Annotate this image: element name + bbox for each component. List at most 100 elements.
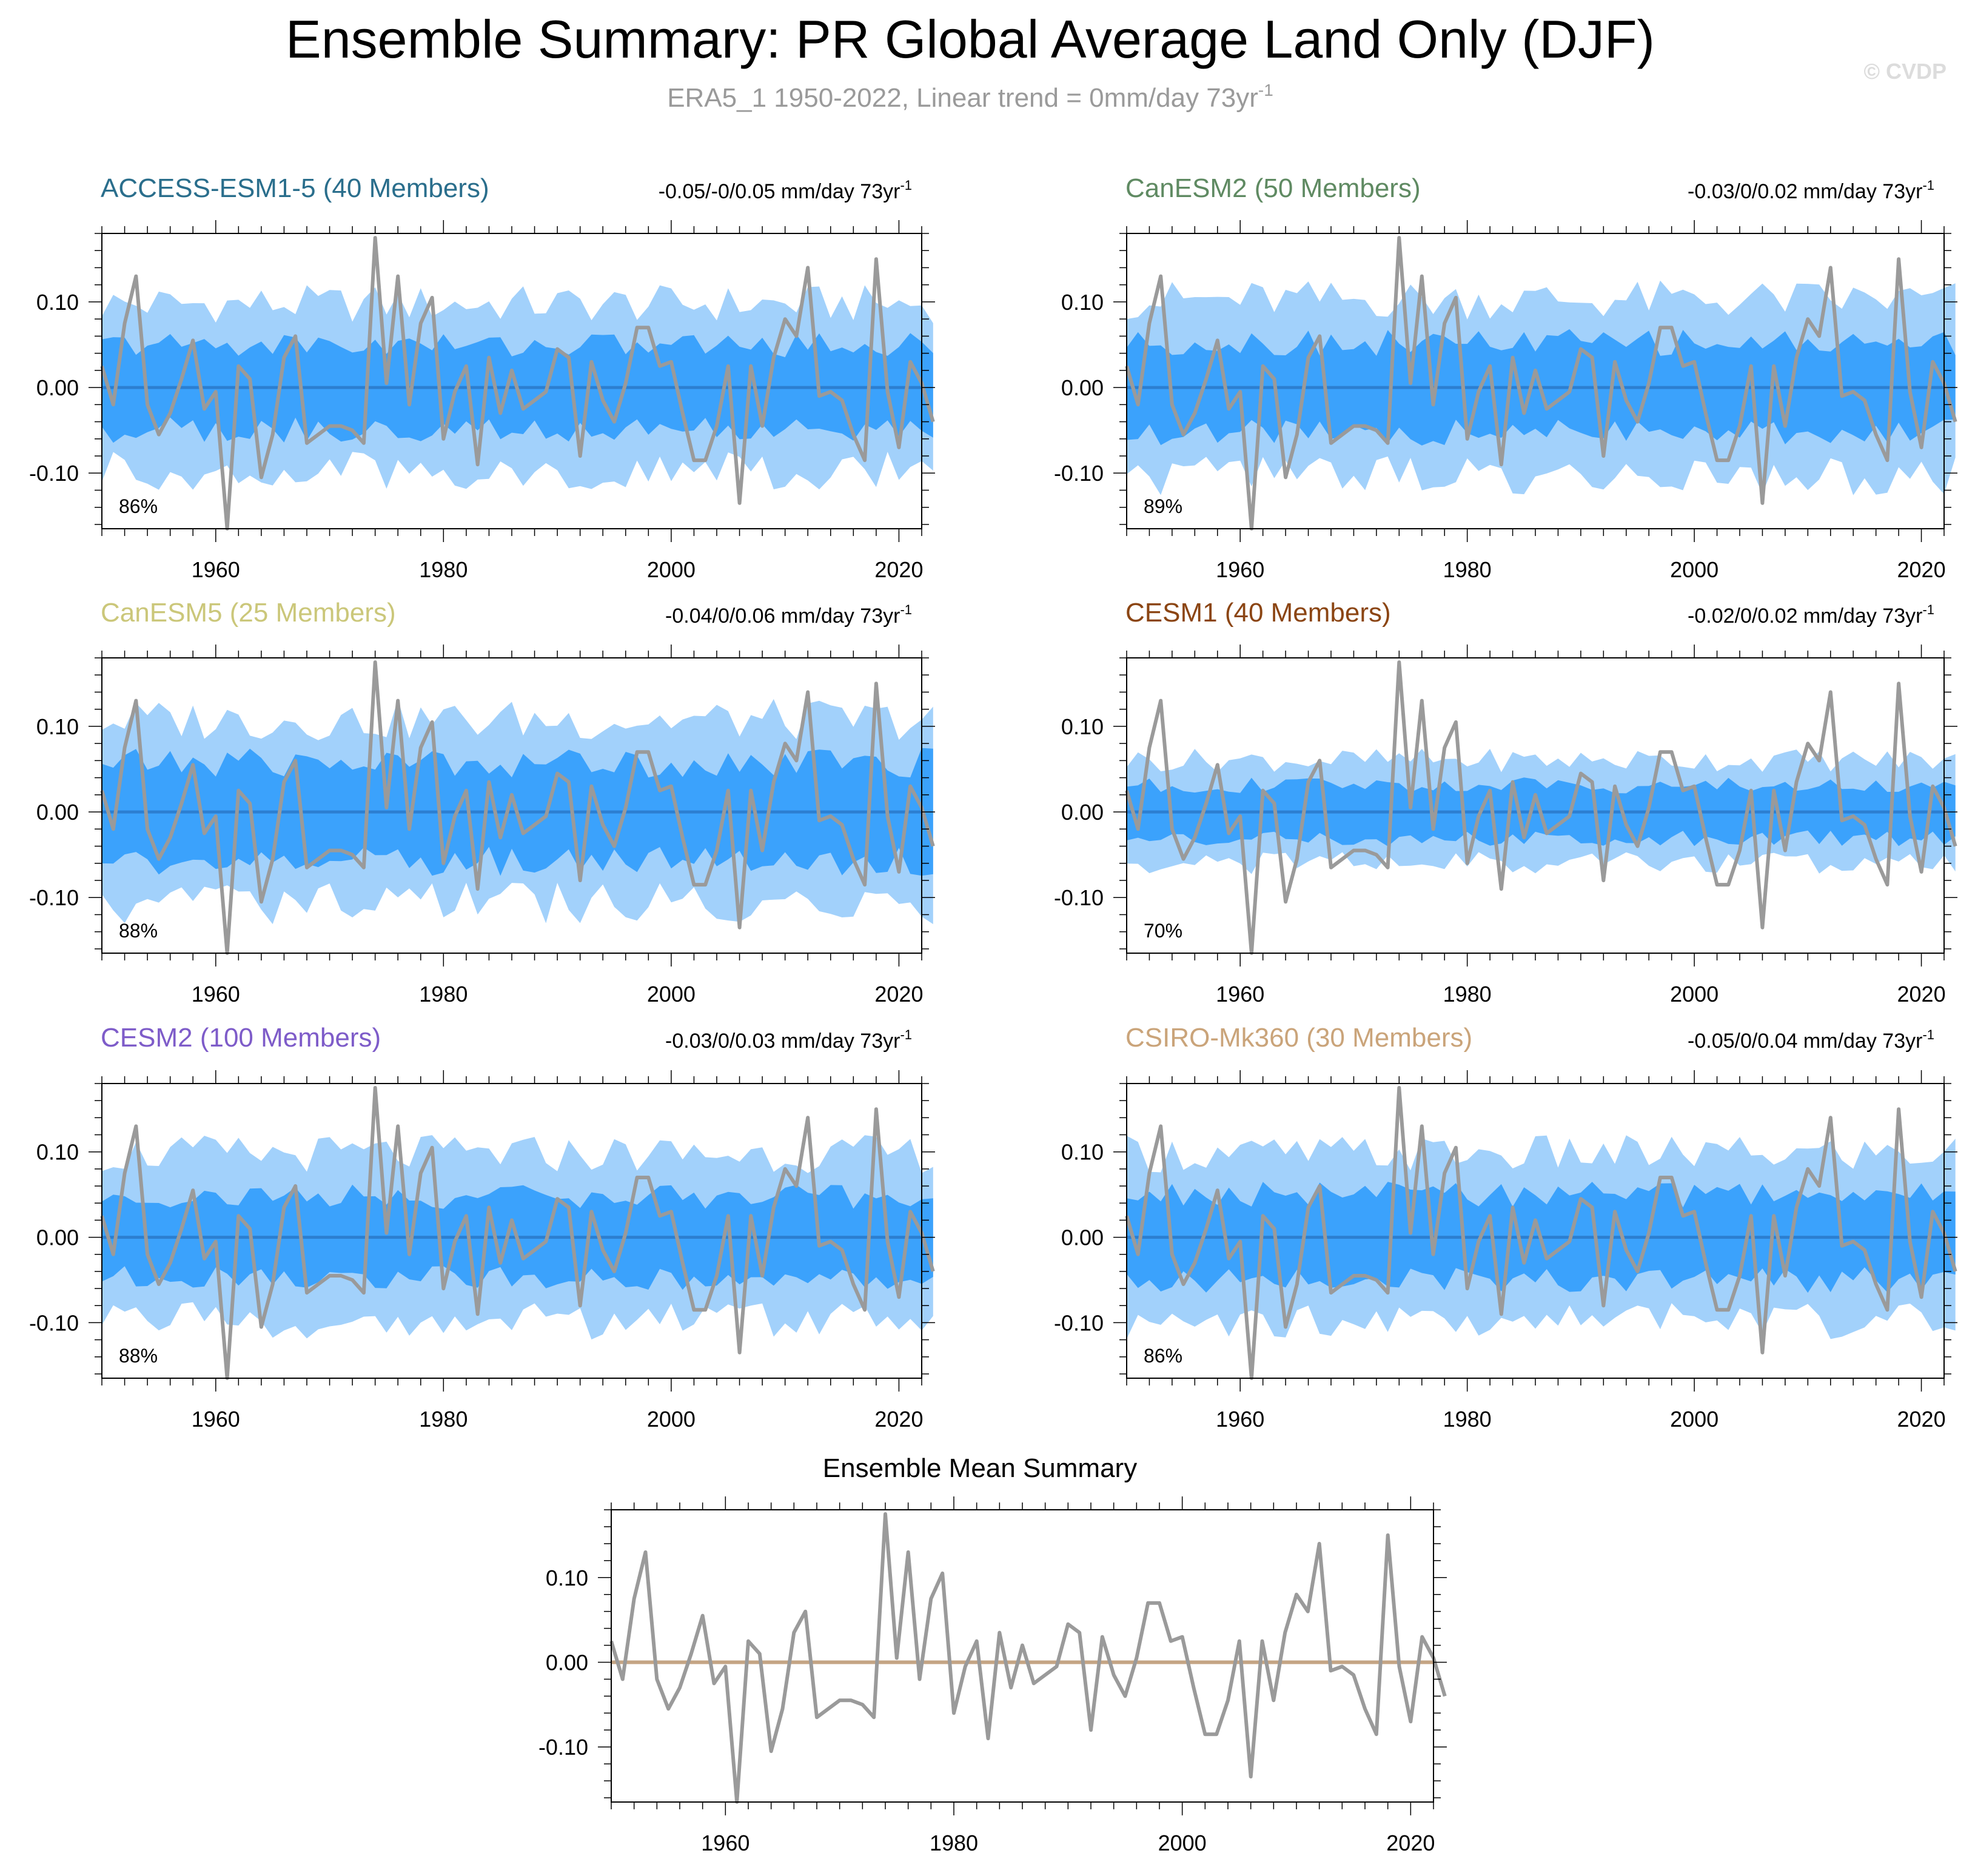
y-tick-label: 0.10 — [36, 290, 79, 315]
x-tick-label: 1960 — [192, 982, 240, 1007]
trend-label-exp: -1 — [1922, 1027, 1934, 1042]
x-tick-label: 2020 — [1897, 1407, 1946, 1432]
y-tick-label: -0.10 — [29, 1310, 79, 1335]
trend-label-exp: -1 — [1922, 602, 1934, 617]
trend-label: -0.05/-0/0.05 mm/day 73yr-1 — [659, 178, 912, 203]
x-tick-label: 1980 — [419, 1407, 468, 1432]
x-tick-label: 1980 — [1443, 982, 1492, 1007]
figure-title: Ensemble Summary: PR Global Average Land… — [286, 9, 1655, 69]
panel-title: CESM1 (40 Members) — [1125, 598, 1391, 628]
percent-label: 70% — [1144, 920, 1182, 942]
panel-title: Ensemble Mean Summary — [823, 1453, 1137, 1483]
x-tick-label: 2000 — [1670, 1407, 1718, 1432]
y-tick-label: -0.10 — [1054, 885, 1104, 910]
trend-label-exp: -1 — [900, 1027, 912, 1042]
panel-title: CSIRO-Mk360 (30 Members) — [1125, 1023, 1472, 1053]
x-tick-label: 2000 — [1670, 982, 1718, 1007]
panel-7: 1960 1980 2000 2020 0.10 0.00 -0.10 Ensemble Me… — [538, 1453, 1447, 1855]
panel-4: 1960 1980 2000 2020 0.10 0.00 -0.10 CESM1 (40 M… — [1054, 598, 1957, 1007]
panels-group: 1960 1980 2000 2020 0.10 0.00 -0.10 ACCESS-ESM1… — [29, 173, 1957, 1855]
panel-title: CESM2 (100 Members) — [101, 1023, 381, 1053]
observations-line — [1125, 236, 1957, 531]
x-tick-label: 2020 — [1897, 557, 1946, 582]
x-tick-label: 1980 — [1443, 557, 1492, 582]
trend-label-text: -0.04/0/0.06 mm/day 73yr — [665, 605, 900, 628]
observations-line — [100, 1086, 935, 1380]
y-tick-label: -0.10 — [29, 885, 79, 910]
x-tick-label: 2000 — [647, 982, 696, 1007]
x-tick-label: 1960 — [1216, 1407, 1264, 1432]
y-tick-label: -0.10 — [538, 1735, 588, 1760]
trend-label: -0.03/0/0.03 mm/day 73yr-1 — [665, 1027, 912, 1053]
trend-label: -0.03/0/0.02 mm/day 73yr-1 — [1688, 178, 1934, 203]
percent-label: 86% — [1144, 1345, 1182, 1367]
percent-label: 88% — [119, 920, 158, 942]
x-tick-label: 2000 — [647, 1407, 696, 1432]
trend-label-text: -0.02/0/0.02 mm/day 73yr — [1688, 605, 1922, 628]
figure-subtitle-text: ERA5_1 1950-2022, Linear trend = 0mm/day… — [667, 83, 1258, 113]
observations-line — [1125, 660, 1957, 955]
x-tick-label: 2000 — [1158, 1831, 1207, 1855]
x-tick-label: 1980 — [419, 557, 468, 582]
x-tick-label: 2020 — [1897, 982, 1946, 1007]
panel-3: 1960 1980 2000 2020 0.10 0.00 -0.10 CanESM5 (25… — [29, 598, 935, 1007]
panel-2: 1960 1980 2000 2020 0.10 0.00 -0.10 CanESM2 (50… — [1054, 173, 1957, 582]
trend-label: -0.02/0/0.02 mm/day 73yr-1 — [1688, 602, 1934, 628]
y-tick-label: 0.10 — [1061, 714, 1104, 739]
x-tick-label: 2000 — [647, 557, 696, 582]
panel-title: CanESM2 (50 Members) — [1125, 173, 1421, 203]
trend-label-text: -0.03/0/0.03 mm/day 73yr — [665, 1030, 900, 1053]
trend-label: -0.04/0/0.06 mm/day 73yr-1 — [665, 602, 912, 628]
y-tick-label: 0.10 — [36, 1140, 79, 1165]
observations-line — [100, 660, 935, 955]
trend-label-exp: -1 — [1922, 178, 1934, 193]
x-tick-label: 1960 — [192, 557, 240, 582]
x-tick-label: 1960 — [701, 1831, 749, 1855]
y-tick-label: 0.00 — [1061, 375, 1104, 400]
x-tick-label: 1960 — [1216, 557, 1264, 582]
trend-label-text: -0.05/-0/0.05 mm/day 73yr — [659, 180, 900, 203]
y-tick-label: 0.00 — [1061, 1225, 1104, 1250]
x-tick-label: 1980 — [1443, 1407, 1492, 1432]
y-tick-label: 0.10 — [546, 1566, 588, 1590]
observations-line — [100, 236, 935, 531]
x-tick-label: 2020 — [874, 982, 923, 1007]
x-tick-label: 1960 — [192, 1407, 240, 1432]
trend-label: -0.05/0/0.04 mm/day 73yr-1 — [1688, 1027, 1934, 1053]
x-tick-label: 2020 — [1386, 1831, 1435, 1855]
x-tick-label: 1980 — [930, 1831, 978, 1855]
y-tick-label: 0.00 — [546, 1650, 588, 1675]
trend-label-text: -0.03/0/0.02 mm/day 73yr — [1688, 180, 1922, 203]
y-tick-label: 0.10 — [1061, 1140, 1104, 1165]
y-tick-label: 0.10 — [1061, 290, 1104, 315]
y-tick-label: 0.00 — [36, 800, 79, 825]
y-tick-label: -0.10 — [29, 461, 79, 486]
percent-label: 89% — [1144, 495, 1182, 517]
y-tick-label: 0.00 — [36, 375, 79, 400]
x-tick-label: 2000 — [1670, 557, 1718, 582]
x-tick-label: 1980 — [419, 982, 468, 1007]
observations-line — [609, 1512, 1447, 1804]
figure-subtitle: ERA5_1 1950-2022, Linear trend = 0mm/day… — [667, 81, 1273, 113]
trend-label-exp: -1 — [900, 178, 912, 193]
panel-1: 1960 1980 2000 2020 0.10 0.00 -0.10 ACCESS-ESM1… — [29, 173, 935, 582]
y-tick-label: 0.10 — [36, 714, 79, 739]
x-tick-label: 1960 — [1216, 982, 1264, 1007]
x-tick-label: 2020 — [874, 1407, 923, 1432]
trend-label-exp: -1 — [900, 602, 912, 617]
y-tick-label: -0.10 — [1054, 461, 1104, 486]
observations-line — [1125, 1086, 1957, 1380]
cvdp-watermark: © CVDP — [1863, 59, 1946, 84]
panel-5: 1960 1980 2000 2020 0.10 0.00 -0.10 CESM2 (100 … — [29, 1023, 935, 1432]
percent-label: 86% — [119, 495, 158, 517]
panel-6: 1960 1980 2000 2020 0.10 0.00 -0.10 CSIRO-Mk360… — [1054, 1023, 1957, 1432]
figure-subtitle-exp: -1 — [1258, 81, 1273, 99]
y-tick-label: -0.10 — [1054, 1310, 1104, 1335]
trend-label-text: -0.05/0/0.04 mm/day 73yr — [1688, 1030, 1922, 1053]
x-tick-label: 2020 — [874, 557, 923, 582]
panel-title: ACCESS-ESM1-5 (40 Members) — [101, 173, 489, 203]
panel-title: CanESM5 (25 Members) — [101, 598, 396, 628]
y-tick-label: 0.00 — [1061, 800, 1104, 825]
percent-label: 88% — [119, 1345, 158, 1367]
